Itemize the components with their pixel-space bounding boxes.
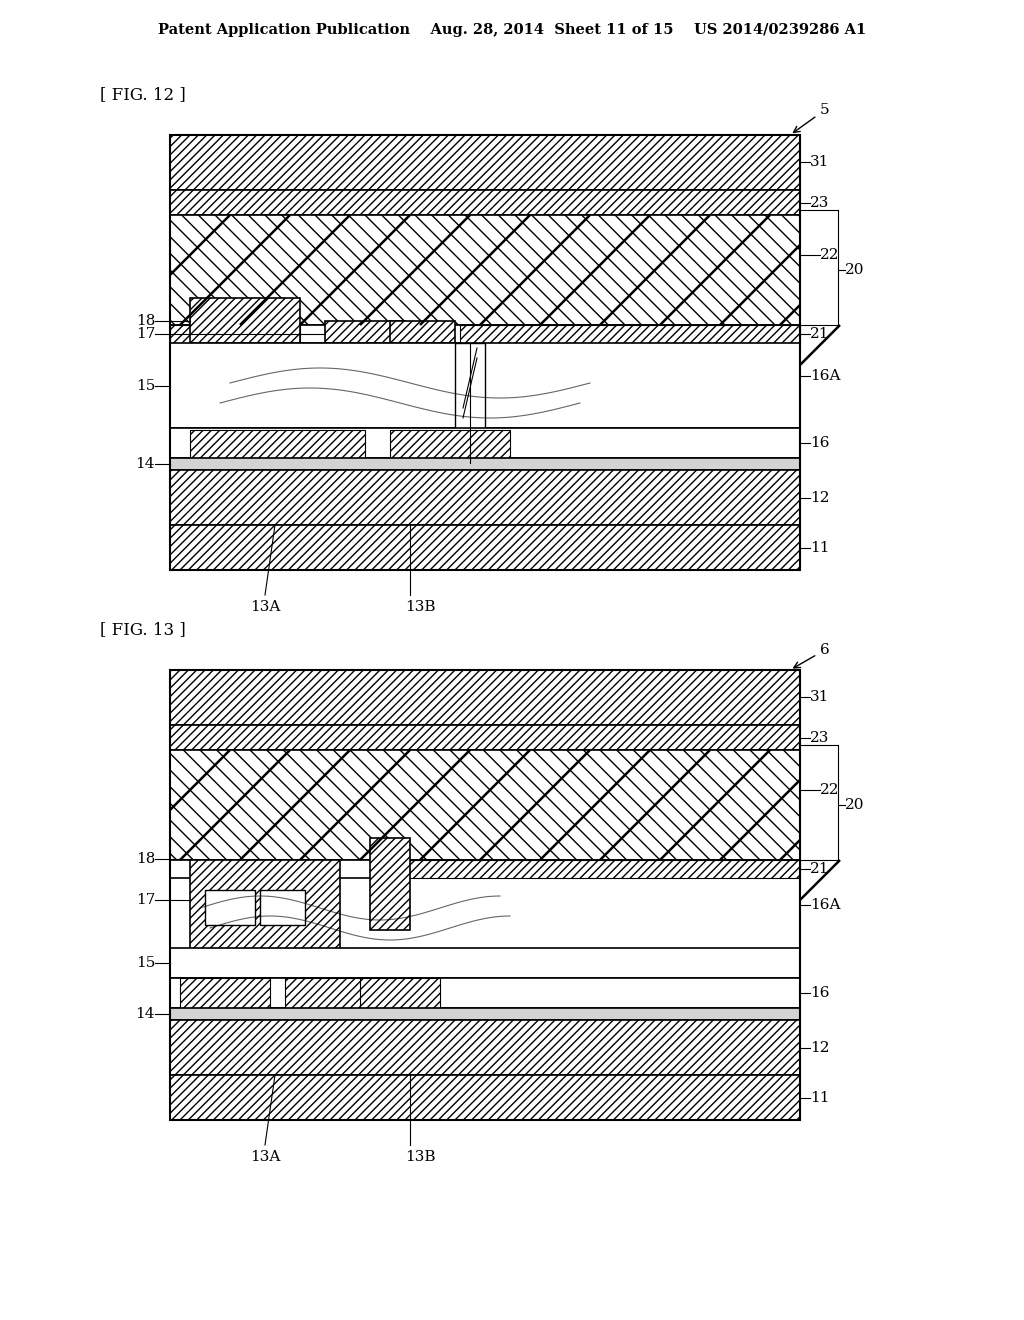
Text: [ FIG. 12 ]: [ FIG. 12 ] — [100, 87, 185, 103]
Bar — [170, 215, 800, 325]
Text: 15: 15 — [135, 379, 155, 393]
Text: 22: 22 — [820, 783, 840, 797]
Text: 16A: 16A — [810, 898, 841, 912]
Bar — [170, 671, 800, 1119]
Bar — [170, 325, 800, 343]
Bar — [170, 948, 800, 978]
Bar — [260, 890, 305, 925]
Bar — [190, 430, 365, 458]
Bar — [285, 978, 375, 1008]
Text: 13A: 13A — [250, 601, 281, 614]
Bar — [170, 1020, 800, 1074]
Bar — [460, 325, 800, 343]
Text: 13B: 13B — [404, 601, 435, 614]
Bar — [170, 458, 800, 470]
Bar — [170, 325, 300, 343]
Text: [ FIG. 13 ]: [ FIG. 13 ] — [100, 622, 185, 639]
Bar — [170, 190, 800, 215]
Text: 11: 11 — [810, 541, 829, 554]
Text: 20: 20 — [845, 263, 864, 277]
Bar — [170, 861, 800, 878]
Text: 17: 17 — [135, 894, 155, 907]
Bar — [170, 470, 800, 525]
Text: 13B: 13B — [404, 1150, 435, 1164]
Bar — [325, 321, 406, 343]
Bar — [205, 890, 255, 925]
Bar — [170, 725, 800, 750]
Bar — [190, 861, 340, 950]
Text: 12: 12 — [810, 1041, 829, 1055]
Text: 12: 12 — [810, 491, 829, 506]
Bar — [170, 525, 800, 570]
Text: Patent Application Publication    Aug. 28, 2014  Sheet 11 of 15    US 2014/02392: Patent Application Publication Aug. 28, … — [158, 22, 866, 37]
Bar — [170, 135, 800, 570]
Text: 23: 23 — [810, 195, 829, 210]
Bar — [170, 978, 800, 1008]
Text: 16: 16 — [810, 986, 829, 1001]
Bar — [390, 430, 510, 458]
Text: 23: 23 — [810, 731, 829, 744]
Bar — [190, 298, 300, 343]
Text: 31: 31 — [810, 690, 829, 704]
Text: 31: 31 — [810, 154, 829, 169]
Bar — [390, 861, 800, 878]
Bar — [170, 343, 800, 428]
Bar — [370, 838, 410, 931]
Bar — [170, 1074, 800, 1119]
Bar — [180, 978, 270, 1008]
Bar — [170, 135, 800, 190]
Text: 6: 6 — [794, 643, 829, 668]
Text: 18: 18 — [135, 851, 155, 866]
Text: 16A: 16A — [810, 370, 841, 383]
Bar — [170, 671, 800, 725]
Text: 14: 14 — [135, 457, 155, 471]
Bar — [170, 750, 800, 861]
Bar — [455, 343, 485, 463]
Text: 5: 5 — [794, 103, 829, 132]
Text: 14: 14 — [135, 1007, 155, 1020]
Text: 21: 21 — [810, 327, 829, 341]
Text: 21: 21 — [810, 862, 829, 876]
Text: 17: 17 — [135, 327, 155, 341]
Text: 20: 20 — [845, 799, 864, 812]
Text: 11: 11 — [810, 1092, 829, 1105]
Text: 18: 18 — [135, 314, 155, 327]
Text: 15: 15 — [135, 956, 155, 970]
Text: 22: 22 — [820, 248, 840, 261]
Bar — [360, 978, 440, 1008]
Bar — [170, 428, 800, 458]
Text: 16: 16 — [810, 436, 829, 450]
Bar — [170, 1008, 800, 1020]
Bar — [390, 321, 455, 343]
Text: 13A: 13A — [250, 1150, 281, 1164]
